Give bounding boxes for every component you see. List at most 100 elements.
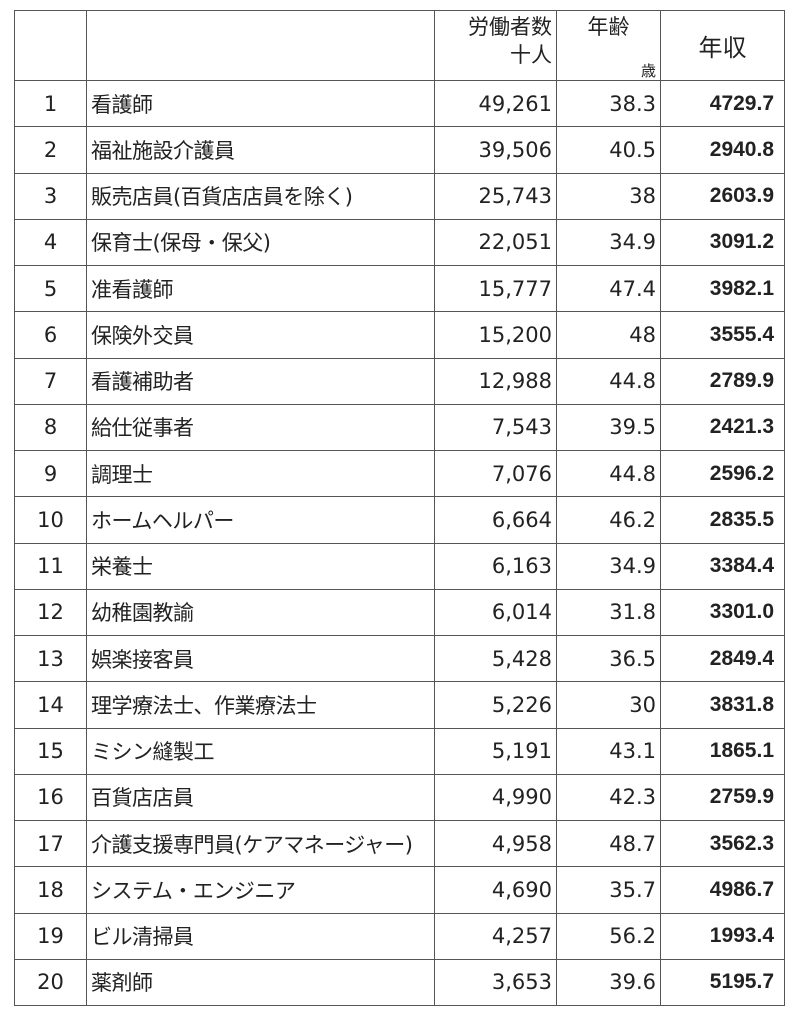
occupation-cell: 幼稚園教諭 xyxy=(86,588,435,637)
income-cell: 2940.8 xyxy=(660,126,785,174)
table-row: 20 薬剤師 3,653 39.6 5195.7 xyxy=(14,958,785,1007)
rank-cell: 4 xyxy=(14,218,87,267)
occupation-cell: 介護支援専門員(ケアマネージャー) xyxy=(86,819,435,868)
occupation-cell: 調理士 xyxy=(86,449,435,498)
income-cell: 4986.7 xyxy=(660,866,785,914)
occupation-cell: 看護補助者 xyxy=(86,357,435,405)
rank-cell: 6 xyxy=(14,311,87,359)
workers-cell: 6,163 xyxy=(434,542,557,590)
header-age: 年齢 歳 xyxy=(556,10,661,81)
rank-cell: 17 xyxy=(14,819,87,868)
header-row: 労働者数 十人 年齢 歳 年収 xyxy=(14,10,785,81)
header-income: 年収 xyxy=(660,10,785,81)
table-body: 1 看護師 49,261 38.3 4729.7 2 福祉施設介護員 39,506 40.5 29… xyxy=(14,79,785,1007)
age-cell: 48.7 xyxy=(556,819,661,868)
occupation-cell: システム・エンジニア xyxy=(86,866,435,914)
header-age-label: 年齢 xyxy=(587,15,630,39)
age-cell: 44.8 xyxy=(556,449,661,498)
occupation-cell: 准看護師 xyxy=(86,264,435,313)
table-row: 10 ホームヘルパー 6,664 46.2 2835.5 xyxy=(14,496,785,544)
header-workers-unit: 十人 xyxy=(510,43,552,67)
occupation-cell: 看護師 xyxy=(86,79,435,128)
table-row: 11 栄養士 6,163 34.9 3384.4 xyxy=(14,542,785,590)
table-row: 13 娯楽接客員 5,428 36.5 2849.4 xyxy=(14,634,785,683)
age-cell: 39.5 xyxy=(556,403,661,452)
table-row: 17 介護支援専門員(ケアマネージャー) 4,958 48.7 3562.3 xyxy=(14,819,785,868)
workers-cell: 6,014 xyxy=(434,588,557,637)
occupation-cell: 保険外交員 xyxy=(86,311,435,359)
occupation-cell: ミシン縫製工 xyxy=(86,727,435,775)
age-cell: 39.6 xyxy=(556,958,661,1007)
workers-cell: 22,051 xyxy=(434,218,557,267)
income-cell: 3384.4 xyxy=(660,542,785,590)
income-cell: 2759.9 xyxy=(660,773,785,822)
income-cell: 3562.3 xyxy=(660,819,785,868)
occupation-cell: ビル清掃員 xyxy=(86,912,435,960)
rank-cell: 1 xyxy=(14,79,87,128)
table-row: 18 システム・エンジニア 4,690 35.7 4986.7 xyxy=(14,866,785,914)
workers-cell: 49,261 xyxy=(434,79,557,128)
rank-cell: 8 xyxy=(14,403,87,452)
rank-cell: 3 xyxy=(14,172,87,220)
rank-cell: 14 xyxy=(14,681,87,729)
age-cell: 31.8 xyxy=(556,588,661,637)
workers-cell: 4,257 xyxy=(434,912,557,960)
rank-cell: 19 xyxy=(14,912,87,960)
age-cell: 38.3 xyxy=(556,79,661,128)
income-cell: 3982.1 xyxy=(660,264,785,313)
header-rank xyxy=(14,10,87,81)
age-cell: 30 xyxy=(556,681,661,729)
occupation-cell: 薬剤師 xyxy=(86,958,435,1007)
age-cell: 40.5 xyxy=(556,126,661,174)
occupation-cell: 百貨店店員 xyxy=(86,773,435,822)
income-cell: 5195.7 xyxy=(660,958,785,1007)
workers-cell: 4,690 xyxy=(434,866,557,914)
workers-cell: 4,958 xyxy=(434,819,557,868)
age-cell: 35.7 xyxy=(556,866,661,914)
occupation-cell: 福祉施設介護員 xyxy=(86,126,435,174)
table-row: 7 看護補助者 12,988 44.8 2789.9 xyxy=(14,357,785,405)
income-cell: 2421.3 xyxy=(660,403,785,452)
table-row: 16 百貨店店員 4,990 42.3 2759.9 xyxy=(14,773,785,822)
table-row: 15 ミシン縫製工 5,191 43.1 1865.1 xyxy=(14,727,785,775)
table-row: 4 保育士(保母・保父) 22,051 34.9 3091.2 xyxy=(14,218,785,267)
age-cell: 38 xyxy=(556,172,661,220)
income-cell: 2835.5 xyxy=(660,496,785,544)
income-cell: 1865.1 xyxy=(660,727,785,775)
age-cell: 56.2 xyxy=(556,912,661,960)
age-cell: 43.1 xyxy=(556,727,661,775)
rank-cell: 16 xyxy=(14,773,87,822)
table-row: 14 理学療法士、作業療法士 5,226 30 3831.8 xyxy=(14,681,785,729)
workers-cell: 3,653 xyxy=(434,958,557,1007)
table-row: 5 准看護師 15,777 47.4 3982.1 xyxy=(14,264,785,313)
rank-cell: 13 xyxy=(14,634,87,683)
table-row: 3 販売店員(百貨店店員を除く) 25,743 38 2603.9 xyxy=(14,172,785,220)
occupation-cell: 理学療法士、作業療法士 xyxy=(86,681,435,729)
income-cell: 4729.7 xyxy=(660,79,785,128)
header-age-unit: 歳 xyxy=(640,62,656,80)
workers-cell: 12,988 xyxy=(434,357,557,405)
occupation-cell: 販売店員(百貨店店員を除く) xyxy=(86,172,435,220)
rank-cell: 15 xyxy=(14,727,87,775)
workers-cell: 25,743 xyxy=(434,172,557,220)
occupation-cell: 保育士(保母・保父) xyxy=(86,218,435,267)
workers-cell: 5,226 xyxy=(434,681,557,729)
workers-cell: 15,200 xyxy=(434,311,557,359)
age-cell: 34.9 xyxy=(556,542,661,590)
workers-cell: 39,506 xyxy=(434,126,557,174)
age-cell: 44.8 xyxy=(556,357,661,405)
workers-cell: 7,543 xyxy=(434,403,557,452)
table-row: 8 給仕従事者 7,543 39.5 2421.3 xyxy=(14,403,785,452)
age-cell: 34.9 xyxy=(556,218,661,267)
table-row: 2 福祉施設介護員 39,506 40.5 2940.8 xyxy=(14,126,785,174)
workers-cell: 4,990 xyxy=(434,773,557,822)
income-cell: 2596.2 xyxy=(660,449,785,498)
rank-cell: 10 xyxy=(14,496,87,544)
income-cell: 2603.9 xyxy=(660,172,785,220)
income-cell: 3091.2 xyxy=(660,218,785,267)
rank-cell: 11 xyxy=(14,542,87,590)
table-row: 19 ビル清掃員 4,257 56.2 1993.4 xyxy=(14,912,785,960)
workers-cell: 5,191 xyxy=(434,727,557,775)
header-occupation xyxy=(86,10,435,81)
age-cell: 42.3 xyxy=(556,773,661,822)
